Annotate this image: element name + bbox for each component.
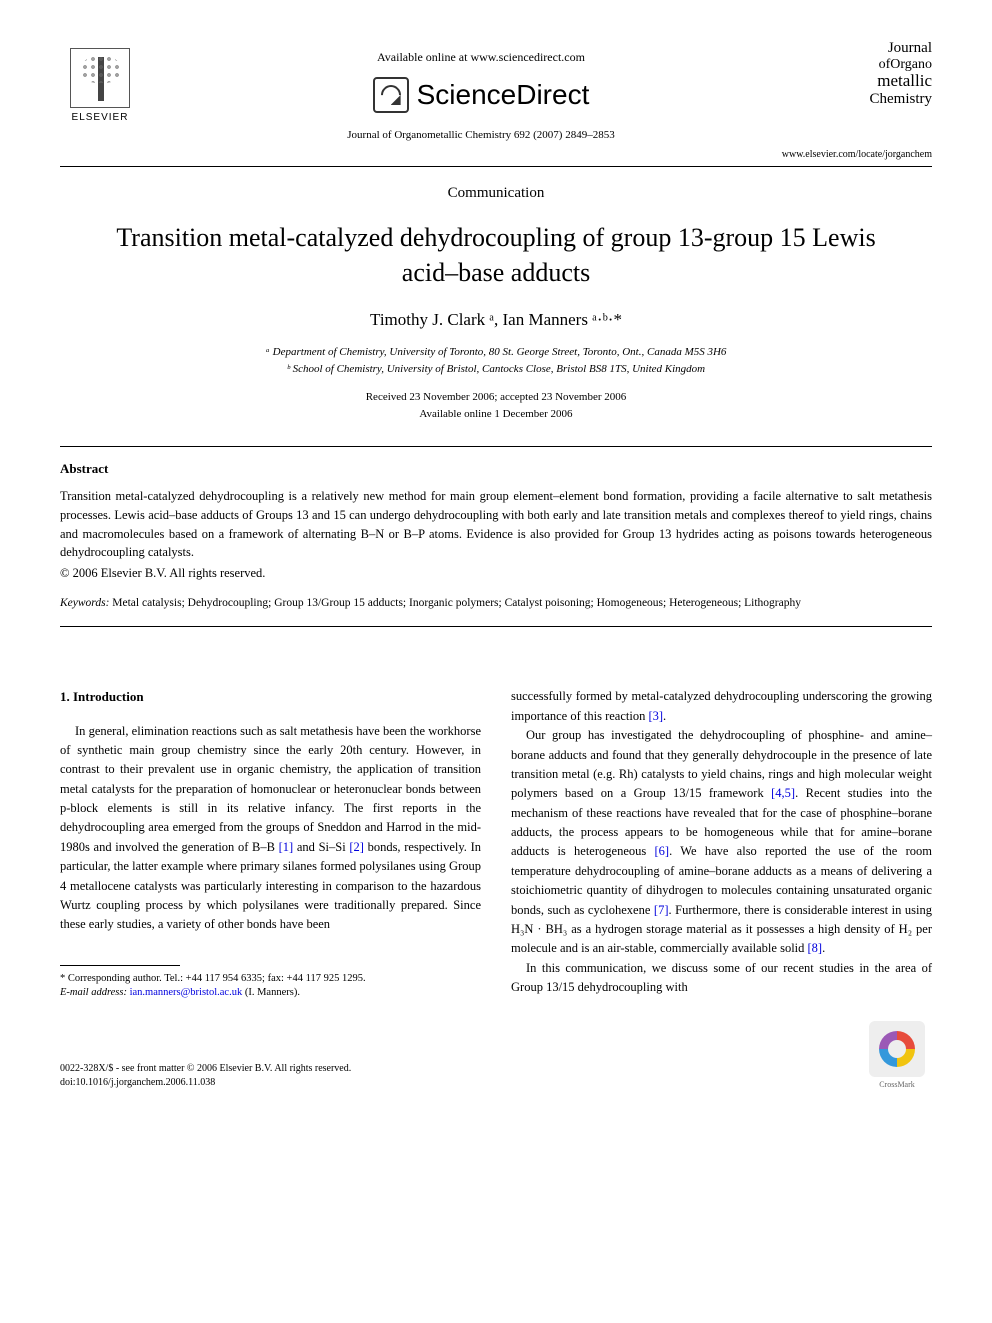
abstract-copyright: © 2006 Elsevier B.V. All rights reserved… (60, 566, 932, 581)
crossmark-circle-icon (879, 1031, 915, 1067)
abstract-heading: Abstract (60, 461, 932, 477)
affiliations: ᵃ Department of Chemistry, University of… (60, 344, 932, 377)
header-row: ELSEVIER Available online at www.science… (60, 40, 932, 141)
journal-logo-line4: Chemistry (822, 91, 932, 108)
keywords-text: Metal catalysis; Dehydrocoupling; Group … (109, 597, 801, 609)
keywords-line: Keywords: Metal catalysis; Dehydrocoupli… (60, 595, 932, 612)
intro-paragraph-1: In general, elimination reactions such a… (60, 722, 481, 935)
ref-link-4-5[interactable]: [4,5] (771, 786, 795, 800)
ref-link-1[interactable]: [1] (279, 840, 294, 854)
elsevier-tree-icon (70, 48, 130, 108)
ref-link-2[interactable]: [2] (349, 840, 364, 854)
footer-issn-line: 0022-328X/$ - see front matter © 2006 El… (60, 1062, 351, 1076)
affiliation-b: ᵇ School of Chemistry, University of Bri… (60, 361, 932, 378)
header-divider (60, 166, 932, 167)
received-date: Received 23 November 2006; accepted 23 N… (60, 389, 932, 406)
journal-citation: Journal of Organometallic Chemistry 692 … (140, 129, 822, 141)
right-text-1a: successfully formed by metal-catalyzed d… (511, 689, 932, 722)
footnote-email-line: E-mail address: ian.manners@bristol.ac.u… (60, 986, 481, 1001)
abstract-bottom-rule (60, 626, 932, 627)
available-online-text: Available online at www.sciencedirect.co… (140, 50, 822, 65)
footnote-email-tail: (I. Manners). (242, 987, 300, 998)
article-dates: Received 23 November 2006; accepted 23 N… (60, 389, 932, 422)
crossmark-icon (869, 1021, 925, 1077)
online-date: Available online 1 December 2006 (60, 406, 932, 423)
sciencedirect-text: ScienceDirect (417, 79, 590, 111)
intro-paragraph-2: Our group has investigated the dehydroco… (511, 726, 932, 959)
ref-link-8[interactable]: [8] (808, 941, 823, 955)
intro-paragraph-1-cont: successfully formed by metal-catalyzed d… (511, 687, 932, 726)
journal-logo-line3: metallic (822, 72, 932, 91)
footnote-separator (60, 965, 180, 966)
sciencedirect-icon (373, 77, 409, 113)
intro-text-1a: In general, elimination reactions such a… (60, 724, 481, 854)
crossmark-label: CrossMark (862, 1079, 932, 1090)
right-text-2e: . (822, 941, 825, 955)
journal-logo-line2: ofOrgano (822, 57, 932, 72)
left-column: 1. Introduction In general, elimination … (60, 687, 481, 1001)
footnote-email-link[interactable]: ian.manners@bristol.ac.uk (130, 987, 243, 998)
footer-left: 0022-328X/$ - see front matter © 2006 El… (60, 1062, 351, 1090)
footnote-email-label: E-mail address: (60, 987, 130, 998)
footnote-corr-line: * Corresponding author. Tel.: +44 117 95… (60, 972, 481, 987)
ref-link-6[interactable]: [6] (654, 844, 669, 858)
journal-logo: Journal ofOrgano metallic Chemistry (822, 40, 932, 107)
corresponding-author-footnote: * Corresponding author. Tel.: +44 117 95… (60, 972, 481, 1001)
journal-url: www.elsevier.com/locate/jorganchem (60, 149, 932, 160)
abstract-text: Transition metal-catalyzed dehydrocoupli… (60, 487, 932, 562)
center-header: Available online at www.sciencedirect.co… (140, 40, 822, 141)
body-columns: 1. Introduction In general, elimination … (60, 687, 932, 1001)
right-column: successfully formed by metal-catalyzed d… (511, 687, 932, 1001)
elsevier-logo: ELSEVIER (60, 40, 140, 130)
journal-logo-line1: Journal (822, 40, 932, 57)
authors-line: Timothy J. Clark ᵃ, Ian Manners ᵃ·ᵇ·* (60, 310, 932, 330)
ref-link-3[interactable]: [3] (648, 709, 663, 723)
section-1-heading: 1. Introduction (60, 687, 481, 707)
right-text-1b: . (663, 709, 666, 723)
intro-paragraph-3: In this communication, we discuss some o… (511, 959, 932, 998)
footer-doi-line: doi:10.1016/j.jorganchem.2006.11.038 (60, 1076, 351, 1090)
sciencedirect-brand: ScienceDirect (140, 77, 822, 113)
article-type-label: Communication (60, 185, 932, 202)
intro-text-1b: and Si–Si (293, 840, 349, 854)
crossmark-widget[interactable]: CrossMark (862, 1021, 932, 1090)
elsevier-label: ELSEVIER (72, 112, 129, 123)
article-title: Transition metal-catalyzed dehydrocoupli… (60, 220, 932, 290)
abstract-top-rule (60, 446, 932, 447)
affiliation-a: ᵃ Department of Chemistry, University of… (60, 344, 932, 361)
ref-link-7[interactable]: [7] (654, 903, 669, 917)
page-footer: 0022-328X/$ - see front matter © 2006 El… (60, 1021, 932, 1090)
keywords-label: Keywords: (60, 597, 109, 609)
